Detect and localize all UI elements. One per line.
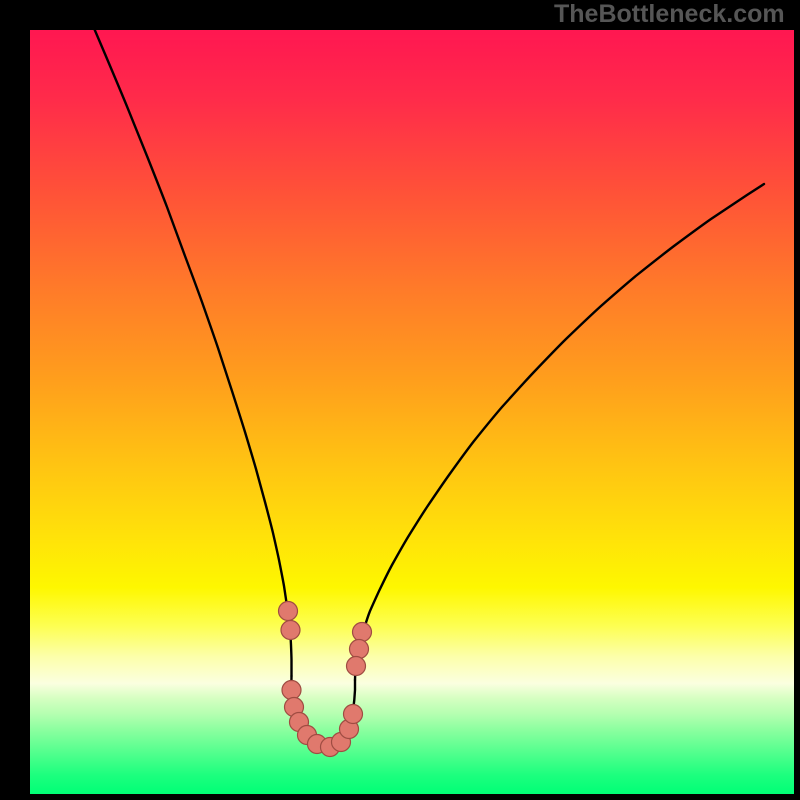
plot-area (30, 30, 794, 794)
trough-marker-0 (282, 681, 301, 700)
left-curve (82, 30, 292, 676)
left-marker-1 (281, 621, 300, 640)
left-marker-0 (279, 602, 298, 621)
watermark-text: TheBottleneck.com (554, 0, 785, 29)
curve-overlay (30, 30, 794, 794)
right-curve (355, 184, 764, 680)
trough-marker-8 (344, 705, 363, 724)
right-marker-0 (353, 623, 372, 642)
right-marker-2 (347, 657, 366, 676)
right-marker-1 (350, 640, 369, 659)
